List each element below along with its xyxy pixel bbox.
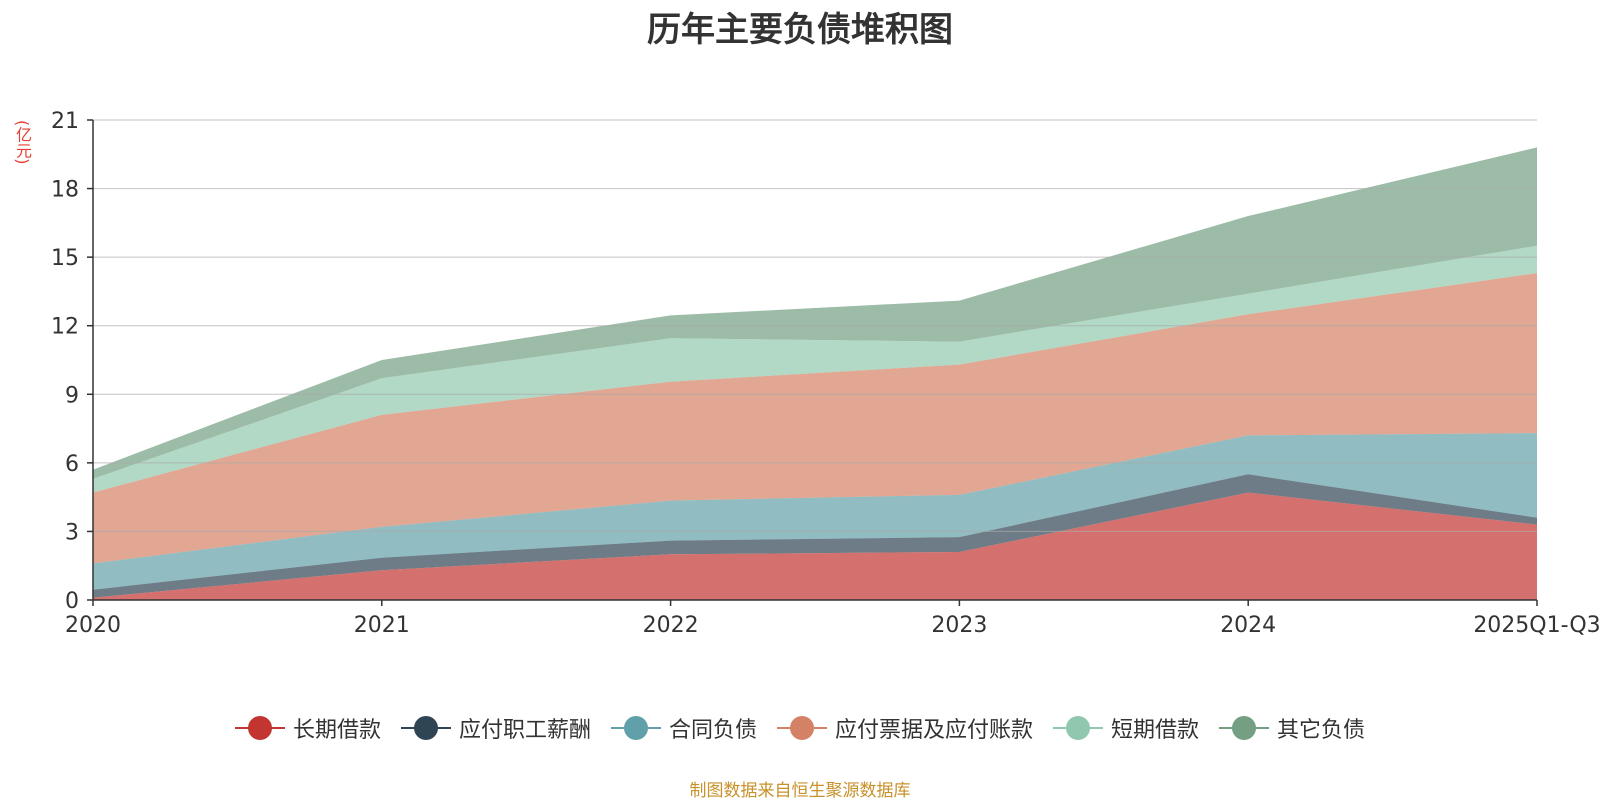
legend-item[interactable]: 合同负债 (610, 712, 757, 744)
chart-title: 历年主要负债堆积图 (647, 10, 953, 50)
legend-marker-icon (1219, 716, 1270, 740)
legend-marker-icon (610, 716, 661, 740)
legend-label: 长期借款 (292, 718, 381, 743)
area-series-4 (93, 245, 1537, 493)
legend-label: 合同负债 (668, 718, 757, 743)
y-tick-label: 18 (51, 178, 79, 203)
legend-marker-icon (777, 716, 827, 740)
y-tick-label: 3 (65, 520, 79, 545)
legend: 长期借款 应付职工薪酬 合同负债 应付票据及应付账款 短期借款 其它负债 (0, 712, 1600, 744)
legend-marker-icon (234, 716, 285, 740)
area-series-3 (93, 273, 1537, 564)
y-tick-label: 6 (65, 452, 79, 477)
x-tick-label: 2020 (65, 613, 121, 638)
y-tick-label: 12 (51, 315, 79, 340)
x-tick-label: 2022 (643, 613, 699, 638)
data-source-note: 制图数据来自恒生聚源数据库 (689, 781, 911, 801)
legend-item[interactable]: 应付职工薪酬 (400, 712, 591, 744)
legend-marker-icon (400, 716, 451, 740)
x-tick-label: 2021 (354, 613, 410, 638)
y-axis-unit-label: (亿元) (13, 120, 32, 165)
legend-marker-icon (1053, 716, 1104, 740)
legend-item[interactable]: 其它负债 (1219, 712, 1365, 744)
area-series-1 (93, 474, 1537, 598)
y-tick-label: 21 (51, 109, 79, 134)
legend-label: 应付职工薪酬 (458, 718, 591, 743)
x-tick-label: 2023 (931, 613, 987, 638)
y-tick-label: 9 (65, 383, 79, 408)
legend-label: 短期借款 (1111, 718, 1200, 743)
legend-label: 应付票据及应付账款 (835, 718, 1034, 743)
x-tick-label: 2024 (1220, 613, 1276, 638)
legend-label: 其它负债 (1277, 718, 1366, 743)
x-tick-label: 2025Q1-Q3 (1473, 613, 1600, 638)
area-series-2 (93, 433, 1537, 590)
area-series-0 (93, 492, 1537, 600)
legend-item[interactable]: 长期借款 (234, 712, 381, 744)
y-tick-label: 15 (51, 246, 79, 271)
y-tick-label: 0 (65, 589, 79, 614)
legend-item[interactable]: 应付票据及应付账款 (777, 712, 1033, 744)
area-series-5 (93, 147, 1537, 479)
legend-item[interactable]: 短期借款 (1053, 712, 1199, 744)
